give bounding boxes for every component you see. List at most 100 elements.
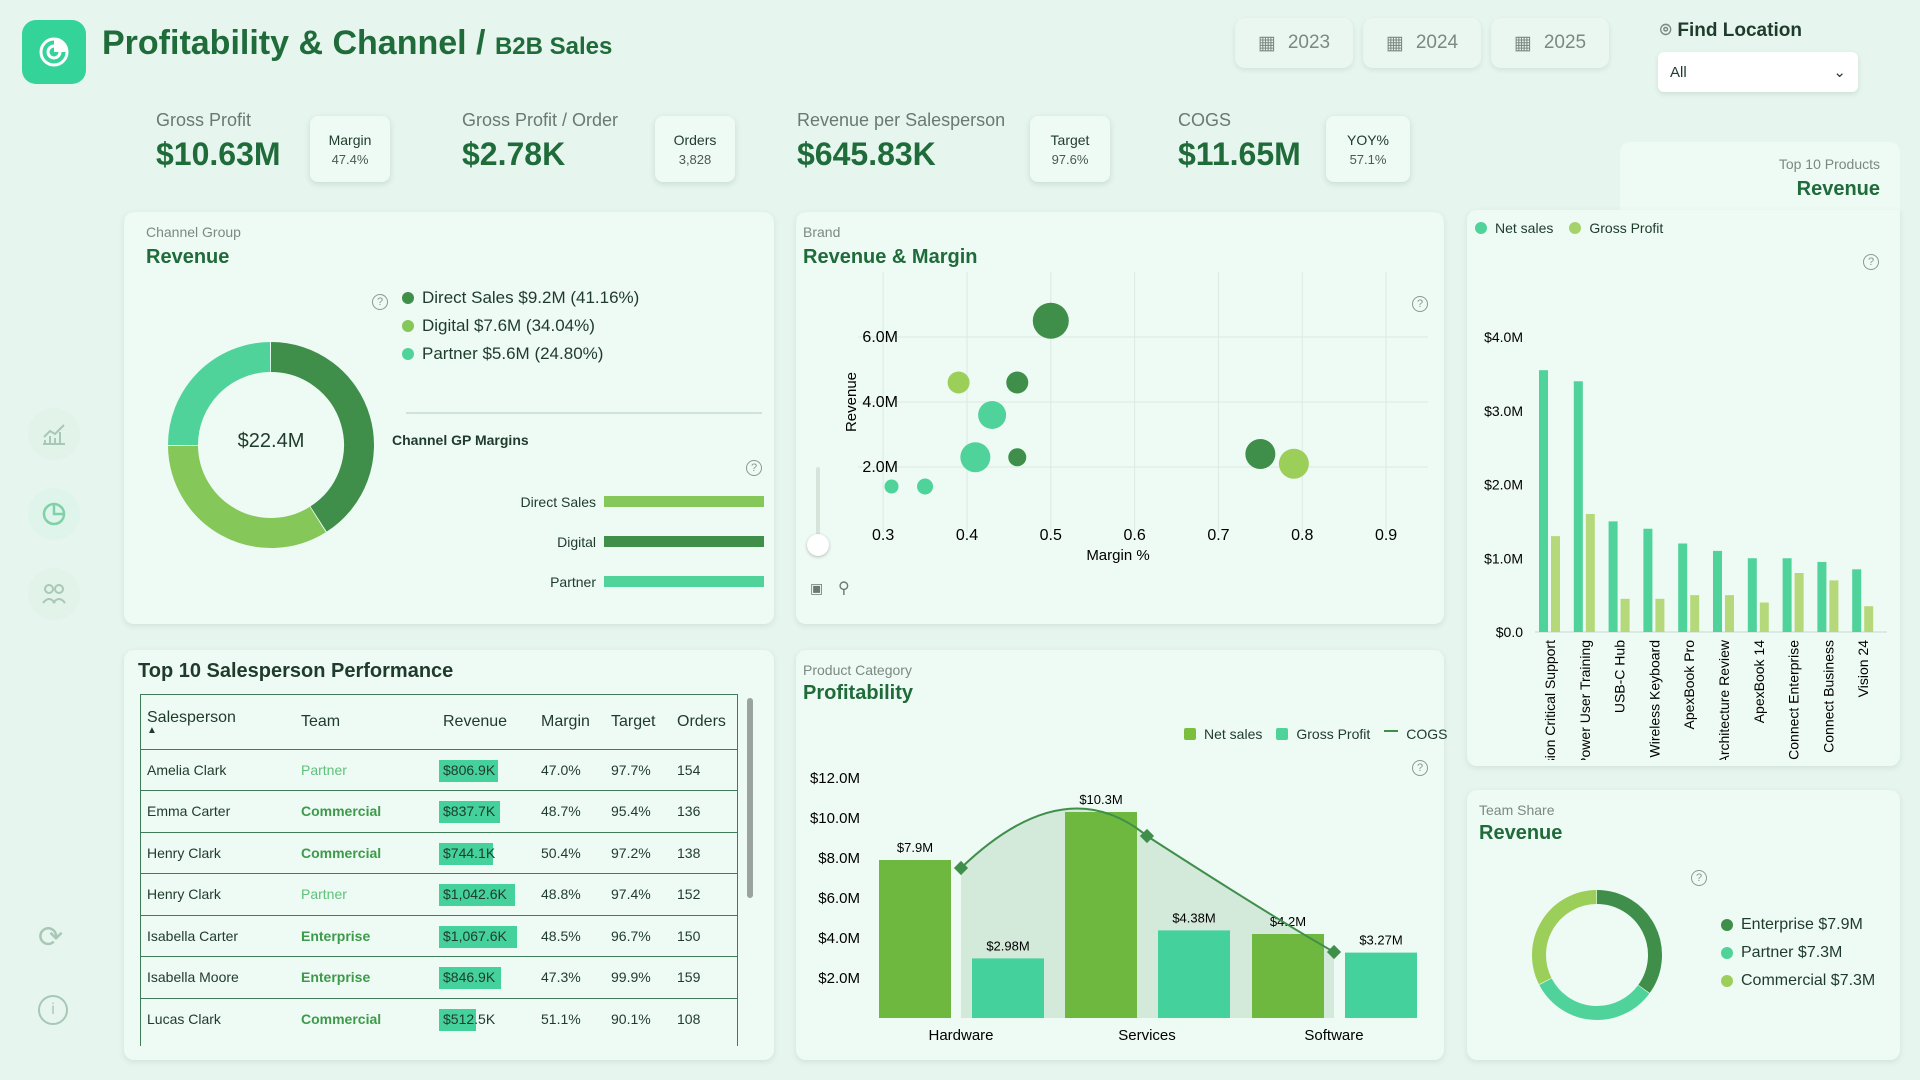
gp-bar (604, 536, 764, 547)
table-row[interactable]: Isabella Moore Enterprise $846.9K 47.3% 99.9… (141, 956, 737, 998)
table-row[interactable]: Lucas Clark Commercial $512.5K 51.1% 90.1% 10… (141, 997, 737, 1040)
scatter-point (1278, 448, 1309, 479)
bar-value-label: $2.98M (986, 938, 1029, 953)
bar-value-label: $4.38M (1172, 910, 1215, 925)
scatter-point (917, 478, 934, 495)
cell-revenue: $744.1K (437, 831, 535, 874)
help-icon[interactable]: ? (1412, 296, 1428, 312)
line-chart-icon (43, 424, 65, 445)
help-icon[interactable]: ? (1863, 254, 1879, 270)
location-pin-icon: ⌾ (1660, 20, 1672, 41)
legend-cogs: COGS (1384, 726, 1448, 742)
year-2023-button[interactable]: ▦ 2023 (1235, 18, 1353, 68)
title-subtitle: B2B Sales (494, 33, 613, 60)
cell-salesperson: Emma Carter (141, 790, 295, 832)
category-card: Product Category Profitability Net sales… (796, 650, 1448, 1060)
lasso-icon[interactable]: ⚲ (838, 580, 850, 597)
refresh-icon[interactable]: ⟳ (38, 921, 64, 954)
x-tick-label: 0.7 (1207, 527, 1229, 544)
donut-slice-enterprise (1596, 890, 1662, 994)
col-orders[interactable]: Orders (677, 712, 726, 730)
kpi-cogs-label: COGS (1178, 110, 1232, 130)
col-target[interactable]: Target (611, 712, 656, 730)
table-row[interactable]: Henry Clark Partner $1,042.6K 48.8% 97.4% 152 (141, 873, 737, 915)
col-salesperson[interactable]: Salesperson ▲ (141, 695, 295, 749)
legend-label: COGS (1406, 726, 1448, 742)
badge-value: 57.1% (1349, 151, 1387, 167)
year-2024-button[interactable]: ▦ 2024 (1363, 18, 1481, 68)
legend-label: Net sales (1204, 726, 1263, 742)
help-icon[interactable]: ? (1691, 870, 1707, 886)
bar-value-label: $7.9M (897, 840, 933, 855)
legend-item: Digital $7.6M (34.04%) (402, 316, 639, 336)
y-tick-label: 2.0M (862, 459, 898, 476)
table-row[interactable]: Henry Clark Commercial $744.1K 50.4% 97.2% 13… (141, 831, 737, 874)
scatter-point (1245, 439, 1276, 469)
cell-revenue: $846.9K (437, 956, 535, 998)
cell-revenue: $837.7K (437, 790, 535, 832)
table-row[interactable]: Emma Carter Commercial $837.7K 48.7% 95.4% 13… (141, 790, 737, 832)
col-revenue[interactable]: Revenue (443, 712, 508, 730)
help-icon[interactable]: ? (746, 460, 762, 476)
cell-margin: 47.0% (535, 748, 605, 791)
table-row[interactable]: Isabella Carter Enterprise $1,067.6K 48.5% 9… (141, 914, 737, 957)
nav-trend-button[interactable] (28, 408, 80, 460)
gp-bar-label: Partner (550, 574, 596, 590)
revenue-bar (439, 759, 498, 782)
table-row[interactable]: Amelia Clark Partner $806.9K 47.0% 97.7% 154 (141, 748, 737, 791)
legend-label: Net sales (1495, 220, 1554, 236)
salesperson-table: Salesperson ▲ Team Revenue Margin Target … (141, 695, 737, 1040)
gross-profit-bar (1551, 536, 1560, 632)
cell-orders: 108 (671, 997, 737, 1040)
gross-profit-bar (1585, 514, 1595, 632)
card-title: Profitability (803, 682, 914, 704)
zoom-slider-handle[interactable] (807, 534, 829, 556)
scatter-point (978, 401, 1007, 429)
brand-scatter-chart: 0.3 0.4 0.5 0.6 0.7 0.8 0.9 2.0M 4.0M 6.0M Margin … (843, 272, 1428, 564)
cell-orders: 136 (671, 790, 737, 832)
nav-team-button[interactable] (28, 568, 80, 620)
badge-label: Margin (328, 131, 372, 148)
cell-salesperson: Lucas Clark (141, 997, 295, 1040)
kpi-yoy-badge: YOY% 57.1% (1326, 116, 1410, 182)
nav-profitability-button[interactable] (28, 488, 80, 540)
location-dropdown[interactable]: All ⌄ (1658, 52, 1858, 92)
col-team[interactable]: Team (301, 712, 341, 730)
card-title: Revenue & Margin (803, 246, 978, 268)
users-icon (42, 584, 66, 604)
col-margin[interactable]: Margin (541, 712, 590, 730)
table-scrollbar[interactable] (747, 698, 753, 898)
badge-label: Orders (673, 131, 717, 148)
year-2025-button[interactable]: ▦ 2025 (1491, 18, 1609, 68)
x-tick-label: ApexBook Pro (1681, 640, 1697, 730)
legend-net-sales: Net sales (1184, 726, 1262, 742)
x-tick-label: Services (1118, 1027, 1176, 1044)
legend-dot (1721, 947, 1733, 959)
channel-card: Channel Group Revenue ? ? $22.4M Direct … (124, 212, 774, 624)
kpi-gross-profit-value: $10.63M (156, 136, 281, 172)
year-label: 2023 (1287, 32, 1331, 53)
revenue-bar (439, 884, 516, 906)
info-icon[interactable]: i (38, 995, 68, 1025)
revenue-value: $512.5K (443, 1011, 496, 1027)
cell-revenue: $1,067.6K (437, 914, 535, 957)
revenue-bar (439, 1008, 477, 1031)
cell-team: Commercial (295, 831, 437, 874)
legend-item: Direct Sales $9.2M (41.16%) (402, 288, 639, 308)
app-logo (22, 20, 86, 84)
image-icon[interactable]: ▣ (810, 580, 824, 596)
zoom-slider-track[interactable] (816, 467, 820, 547)
cell-orders: 159 (671, 956, 737, 998)
kpi-gp-order-value: $2.78K (462, 136, 566, 172)
x-tick-label: Architecture Review (1716, 639, 1732, 760)
legend-label: Partner $5.6M (24.80%) (422, 344, 604, 363)
net-sales-bar (1782, 558, 1792, 632)
x-tick-label: Vision 24 (1855, 640, 1871, 698)
x-tick-label: Power User Training (1577, 640, 1593, 760)
y-tick-label: 4.0M (862, 394, 898, 411)
help-icon[interactable]: ? (1412, 760, 1428, 776)
cell-team: Commercial (295, 790, 437, 832)
calendar-icon: ▦ (1385, 32, 1404, 54)
legend-dot (402, 292, 414, 304)
help-icon[interactable]: ? (372, 294, 388, 310)
